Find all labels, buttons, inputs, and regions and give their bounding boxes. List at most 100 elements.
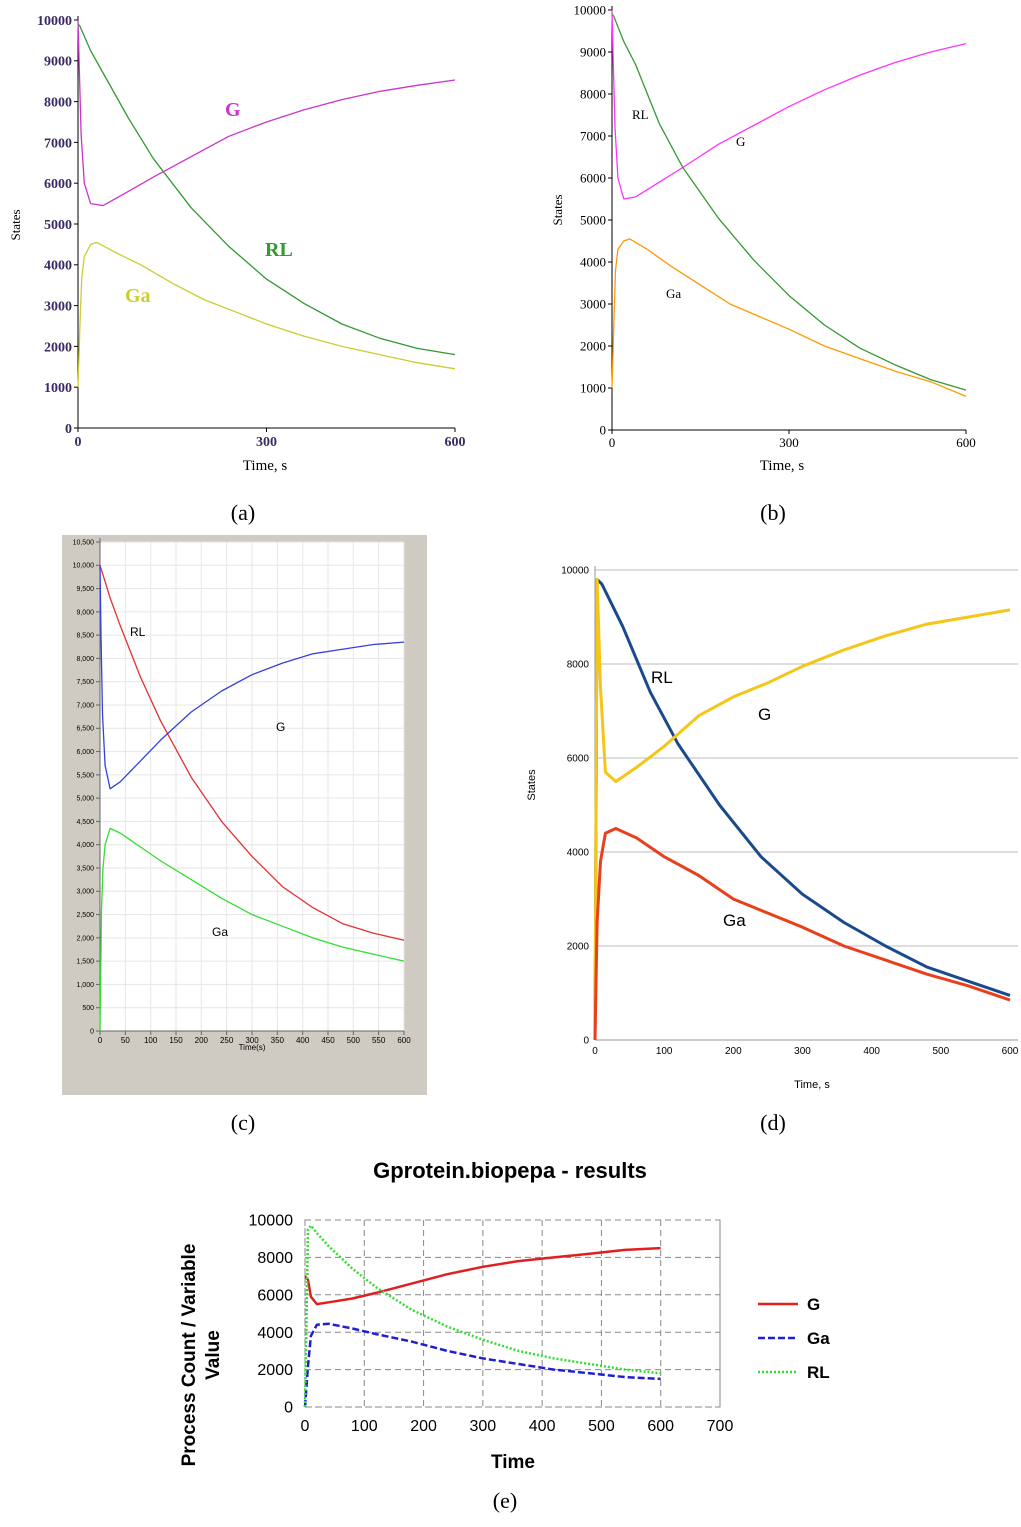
chart-a-x-axis-label: Time, s: [243, 458, 288, 474]
chart-a-ytick-label: 3000: [44, 300, 72, 315]
chart-b-ytick-label: 3000: [580, 297, 606, 312]
chart-a-series-ga-line: [77, 241, 456, 388]
chart-a-series-rl-label: RL: [265, 239, 293, 261]
chart-e-ytick-label: 2000: [257, 1362, 293, 1379]
chart-c-ytick-label: 7,000: [76, 702, 94, 709]
chart-c-ytick-label: 7,500: [76, 679, 94, 686]
chart-a-ytick-label: 2000: [44, 340, 72, 355]
chart-a: 0100020003000400050006000700080009000100…: [8, 14, 466, 474]
chart-d-series-g-label: G: [758, 705, 771, 724]
chart-a-y-axis-label: States: [8, 209, 23, 240]
chart-b-series-g-label: G: [736, 134, 745, 149]
chart-b-ytick-label: 4000: [580, 255, 606, 270]
chart-c-ytick-label: 6,000: [76, 749, 94, 756]
chart-b-ytick-label: 1000: [580, 381, 606, 396]
chart-e-x-axis-label: Time: [491, 1452, 535, 1473]
chart-e-y-axis-label: Process Count / Variable Value: [179, 1244, 224, 1467]
chart-d-ytick-label: 4000: [567, 848, 590, 859]
chart-c-series-g-label: G: [276, 720, 285, 734]
chart-c-ytick-label: 4,500: [76, 819, 94, 826]
chart-a-ytick-label: 9000: [44, 55, 72, 70]
chart-b-series-ga-line: [611, 238, 967, 398]
chart-c-xtick-label: 550: [372, 1036, 386, 1045]
chart-c-ytick-label: 5,000: [76, 796, 94, 803]
chart-c-ytick-label: 5,500: [76, 772, 94, 779]
chart-b-xtick-label: 600: [956, 435, 976, 450]
chart-b-xtick-label: 300: [779, 435, 799, 450]
chart-c-ytick-label: 4,000: [76, 842, 94, 849]
chart-d-x-axis-label: Time, s: [794, 1079, 830, 1091]
chart-c-xtick-label: 150: [169, 1036, 183, 1045]
chart-c-ytick-label: 1,500: [76, 959, 94, 966]
chart-c-x-axis-label: Time(s): [239, 1043, 266, 1052]
chart-d-series-rl-label: RL: [651, 668, 673, 687]
chart-d-xtick-label: 500: [932, 1046, 949, 1057]
caption-e: (e): [492, 1488, 518, 1513]
chart-c-xtick-label: 450: [321, 1036, 335, 1045]
chart-d-xtick-label: 200: [725, 1046, 742, 1057]
chart-b-series-rl-label: RL: [632, 107, 649, 122]
chart-e-xtick-label: 0: [301, 1418, 310, 1435]
chart-b-series-g-line: [611, 9, 967, 200]
chart-d-series-ga-label: Ga: [723, 911, 746, 930]
chart-e-legend-label-g: G: [807, 1295, 820, 1314]
chart-b-ytick-label: 6000: [580, 171, 606, 186]
chart-c-xtick-label: 200: [195, 1036, 209, 1045]
chart-d-xtick-label: 100: [656, 1046, 673, 1057]
chart-a-ytick-label: 0: [65, 422, 72, 437]
chart-c-xtick-label: 50: [121, 1036, 130, 1045]
chart-c-series-rl-line: [99, 565, 405, 941]
chart-d-xtick-label: 400: [863, 1046, 880, 1057]
chart-d-series-ga-line: [593, 827, 1011, 1041]
chart-c-ytick-label: 2,000: [76, 935, 94, 942]
chart-d-xtick-label: 300: [794, 1046, 811, 1057]
chart-b: 0100020003000400050006000700080009000100…: [550, 3, 976, 474]
chart-b-xtick-label: 0: [609, 435, 616, 450]
chart-a-series-g-line: [77, 19, 456, 207]
chart-c-ytick-label: 10,500: [73, 539, 95, 546]
chart-a-ytick-label: 10000: [37, 14, 72, 29]
chart-e-xtick-label: 400: [529, 1418, 556, 1435]
chart-a-ytick-label: 6000: [44, 177, 72, 192]
chart-e-xtick-label: 300: [470, 1418, 497, 1435]
chart-c-xtick-label: 0: [98, 1036, 103, 1045]
chart-a-ytick-label: 5000: [44, 218, 72, 233]
chart-d-ytick-label: 2000: [567, 942, 590, 953]
chart-b-ytick-label: 5000: [580, 213, 606, 228]
chart-e-ytick-label: 0: [284, 1400, 293, 1417]
chart-e-xtick-label: 100: [351, 1418, 378, 1435]
chart-b-series-ga-label: Ga: [666, 286, 681, 301]
chart-d-series-rl-line: [593, 577, 1011, 1041]
caption-a: (a): [230, 500, 256, 525]
chart-e-series-rl-line: [303, 1224, 661, 1408]
chart-c-series-g-line: [99, 565, 405, 790]
chart-c-xtick-label: 500: [347, 1036, 361, 1045]
chart-b-series-rl-line: [611, 13, 967, 391]
chart-c-ytick-label: 2,500: [76, 912, 94, 919]
chart-d-ytick-label: 6000: [567, 754, 590, 765]
chart-e-xtick-label: 200: [410, 1418, 437, 1435]
caption-c: (c): [230, 1110, 256, 1135]
chart-e: 0 2000 4000 6000 8000 10000 0 100 200 300 400 500 60…: [179, 1158, 830, 1473]
chart-d-ytick-label: 10000: [561, 566, 589, 577]
chart-a-ytick-label: 4000: [44, 259, 72, 274]
chart-e-ytick-label: 10000: [249, 1213, 294, 1230]
chart-b-ytick-label: 10000: [574, 3, 607, 18]
chart-b-ytick-label: 2000: [580, 339, 606, 354]
caption-d: (d): [760, 1110, 786, 1135]
chart-c-ytick-label: 10,000: [73, 563, 95, 570]
chart-c-xtick-label: 600: [397, 1036, 411, 1045]
chart-c-ytick-label: 3,000: [76, 889, 94, 896]
chart-a-series-ga-label: Ga: [125, 285, 151, 307]
chart-d-xtick-label: 600: [1002, 1046, 1019, 1057]
chart-a-xtick-label: 300: [256, 435, 277, 450]
chart-d: 0 2000 4000 6000 8000 10000 0 100 200 300 400 500 60…: [526, 566, 1019, 1092]
chart-e-title: Gprotein.biopepa - results: [373, 1158, 647, 1183]
chart-d-ytick-label: 8000: [567, 660, 590, 671]
chart-c-series-rl-label: RL: [130, 625, 146, 639]
chart-a-ytick-label: 7000: [44, 136, 72, 151]
chart-b-y-axis-label: States: [550, 194, 565, 225]
chart-e-xtick-label: 600: [647, 1418, 674, 1435]
chart-d-y-axis-label: States: [526, 769, 538, 801]
chart-c-series-ga-label: Ga: [212, 925, 228, 939]
